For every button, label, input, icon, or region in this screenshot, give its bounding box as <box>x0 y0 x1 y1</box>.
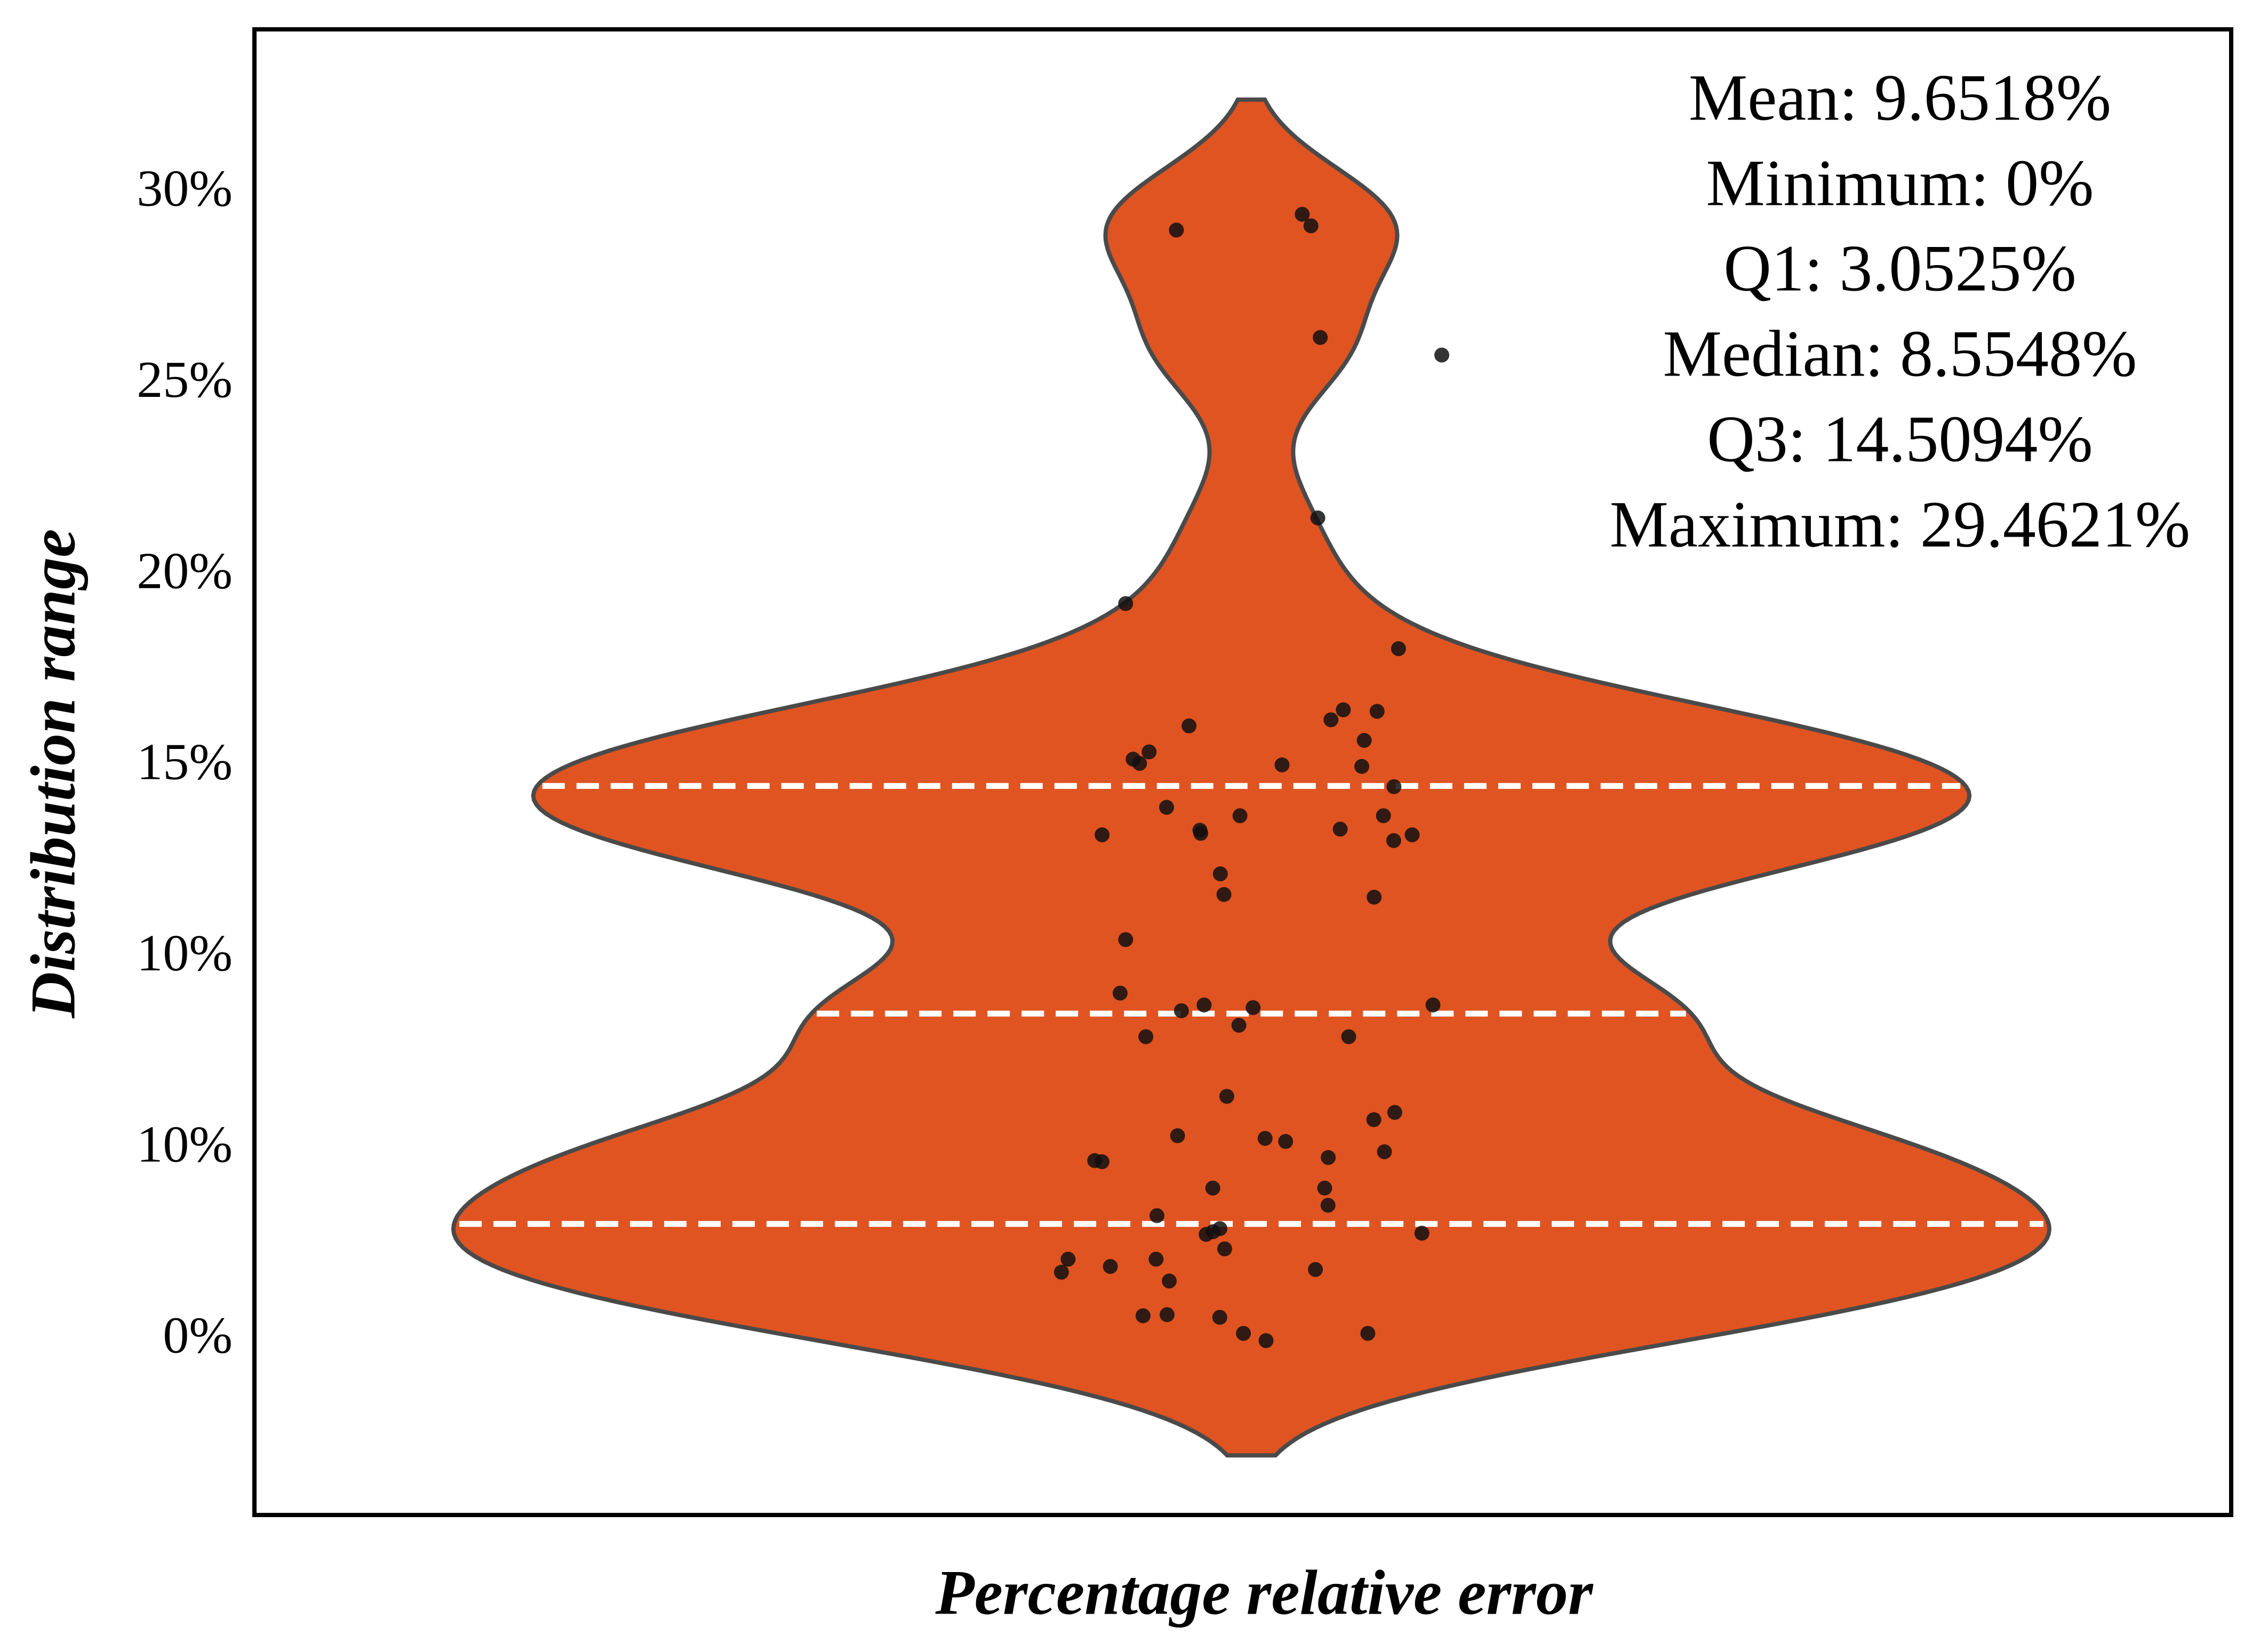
data-point <box>1341 1029 1356 1044</box>
data-point <box>1387 1105 1402 1120</box>
data-point <box>1245 1000 1261 1015</box>
data-point <box>1320 1198 1336 1213</box>
data-point <box>1212 1310 1227 1325</box>
y-tick-label: 30% <box>137 160 233 218</box>
data-point <box>1212 1221 1228 1237</box>
data-point <box>1295 206 1310 222</box>
y-tick-label: 0% <box>163 1307 233 1365</box>
y-axis-label: Distribution range <box>18 529 89 1019</box>
data-point <box>1332 821 1348 837</box>
data-point <box>1141 744 1157 760</box>
data-point <box>1257 1131 1273 1146</box>
data-point <box>1366 1112 1381 1127</box>
data-point <box>1149 1208 1164 1223</box>
data-point <box>1053 1264 1069 1280</box>
data-point <box>1414 1225 1430 1241</box>
data-point <box>1103 1259 1118 1274</box>
stat-annotation: Q3: 14.5094% <box>1707 402 2093 475</box>
stat-annotation: Mean: 9.6518% <box>1689 61 2111 134</box>
data-point <box>1323 712 1339 728</box>
data-point <box>1196 997 1212 1012</box>
stat-annotation: Maximum: 29.4621% <box>1610 488 2190 561</box>
violin-body <box>451 97 2052 1458</box>
data-point <box>1112 985 1128 1001</box>
data-point <box>1278 1134 1293 1149</box>
data-point <box>1236 1326 1251 1341</box>
data-point <box>1132 756 1147 771</box>
data-point <box>1303 218 1319 234</box>
data-point <box>1159 800 1175 815</box>
data-point <box>1317 1181 1332 1196</box>
data-point <box>1205 1181 1220 1196</box>
data-point <box>1170 1128 1185 1144</box>
data-point <box>1173 1003 1189 1018</box>
x-axis-label: Percentage relative error <box>935 1557 1594 1628</box>
data-point <box>1087 1153 1103 1168</box>
data-point <box>1404 827 1420 843</box>
y-tick-label: 15% <box>137 733 233 791</box>
data-point <box>1169 222 1184 238</box>
y-tick-label: 25% <box>137 351 233 409</box>
data-point <box>1231 1017 1247 1033</box>
data-point <box>1232 808 1248 824</box>
data-point <box>1258 1333 1274 1349</box>
data-point <box>1308 1262 1323 1277</box>
data-point <box>1369 704 1385 719</box>
stat-annotation: Median: 8.5548% <box>1663 317 2137 390</box>
data-point <box>1391 641 1406 657</box>
plot-frame <box>252 27 2233 1517</box>
data-point <box>1118 932 1133 947</box>
data-point <box>1356 733 1372 748</box>
data-point <box>1386 833 1401 848</box>
data-point <box>1219 1089 1234 1104</box>
data-point <box>1354 759 1370 774</box>
data-point <box>1060 1251 1076 1267</box>
data-point <box>1313 330 1328 345</box>
plot-area <box>451 97 2052 1458</box>
data-point <box>1212 866 1228 882</box>
y-tick-label: 20% <box>137 542 233 600</box>
data-point <box>1138 1029 1154 1044</box>
data-point <box>1274 757 1290 772</box>
data-point <box>1148 1251 1164 1267</box>
data-point <box>1367 889 1382 905</box>
data-point <box>1135 1308 1151 1323</box>
stat-annotation: Q1: 3.0525% <box>1723 232 2076 305</box>
data-point <box>1162 1273 1177 1289</box>
data-point <box>1360 1326 1376 1341</box>
data-point <box>1336 702 1351 717</box>
data-point <box>1160 1307 1175 1322</box>
data-point <box>1386 779 1402 794</box>
data-point <box>1181 718 1197 733</box>
data-point <box>1434 347 1450 363</box>
data-point <box>1425 997 1441 1012</box>
data-point <box>1376 808 1391 824</box>
data-point <box>1217 1241 1232 1257</box>
data-point <box>1095 827 1110 843</box>
data-point <box>1193 826 1209 841</box>
y-tick-label: 10% <box>137 1115 233 1173</box>
data-point <box>1321 1150 1336 1165</box>
data-point <box>1310 510 1325 525</box>
stat-annotation: Minimum: 0% <box>1706 146 2094 219</box>
data-point <box>1216 887 1232 902</box>
data-point <box>1377 1144 1392 1160</box>
y-tick-label: 10% <box>137 924 233 982</box>
data-point <box>1118 596 1133 611</box>
